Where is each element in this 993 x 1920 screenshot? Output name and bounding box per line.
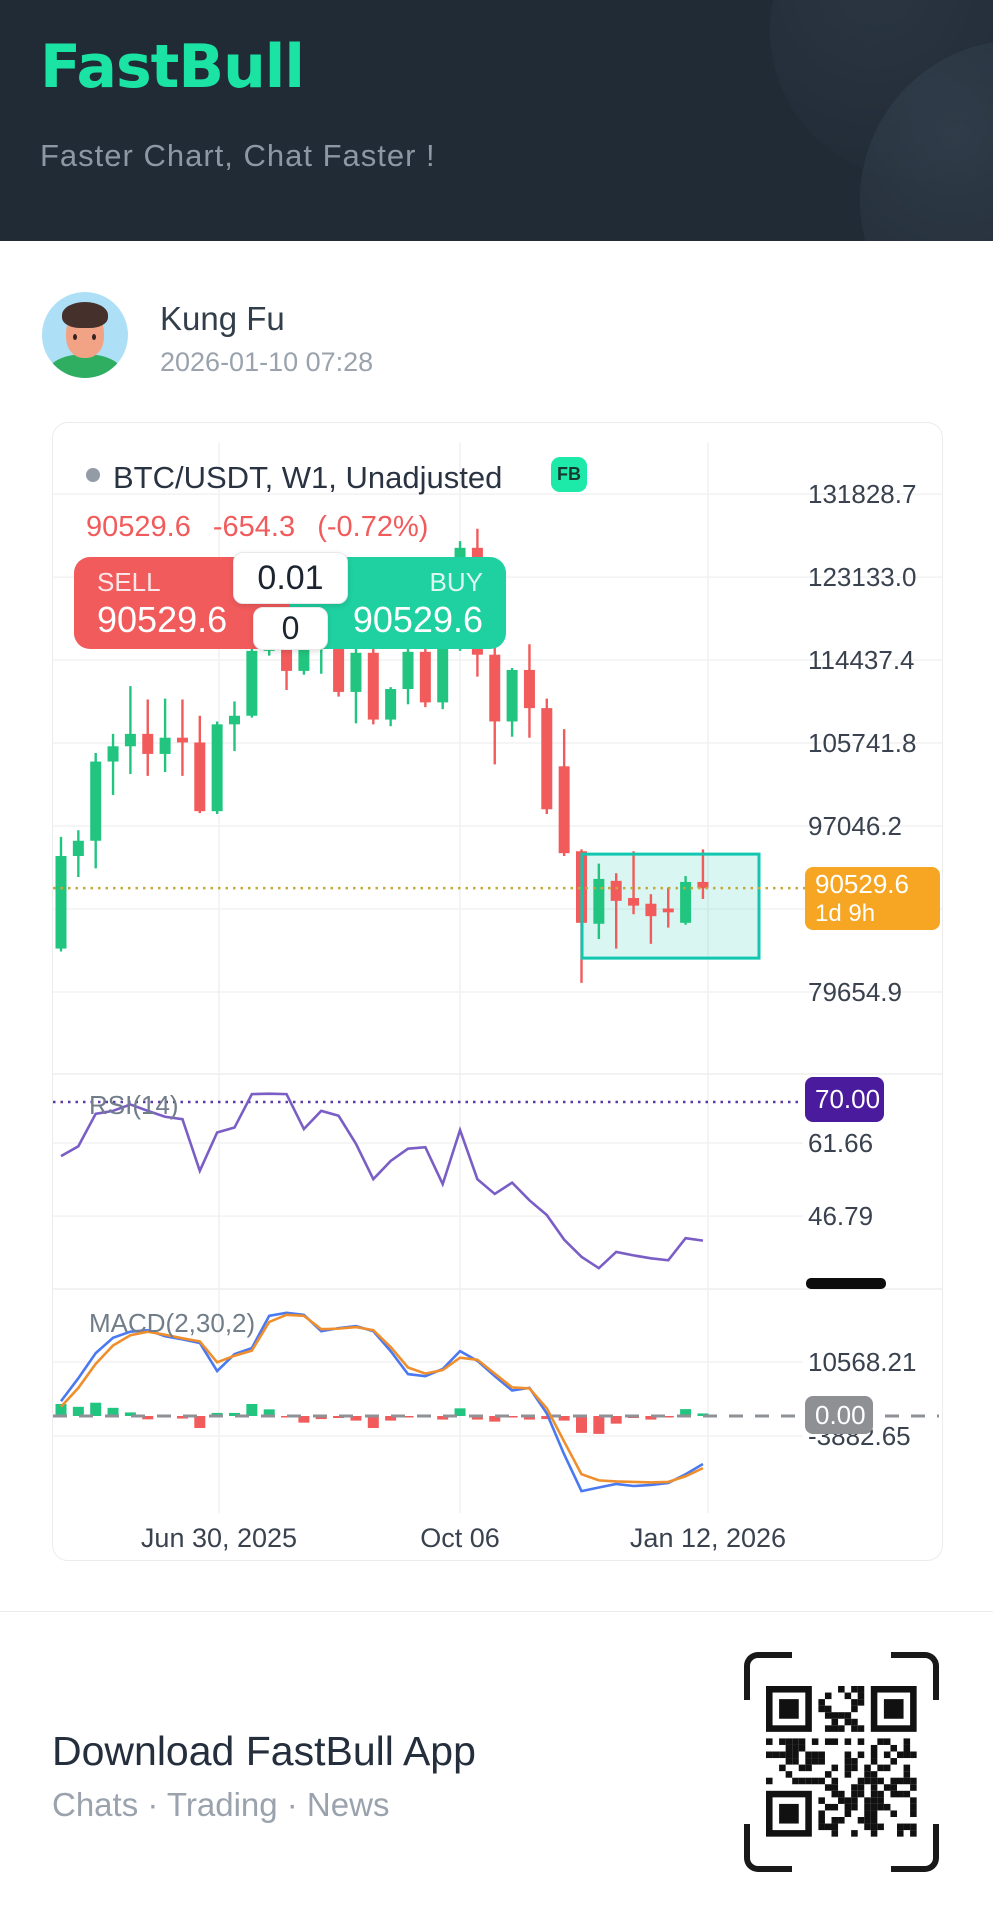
price-row: 90529.6 -654.3 (-0.72%) bbox=[86, 511, 442, 544]
avatar-eye bbox=[73, 334, 77, 340]
sell-price: 90529.6 bbox=[97, 599, 228, 640]
price-axis-label: 131828.7 bbox=[808, 479, 917, 510]
author-name: Kung Fu bbox=[160, 300, 285, 337]
date-axis-label: Jan 12, 2026 bbox=[629, 1523, 787, 1553]
rsi-axis-label: 61.66 bbox=[808, 1127, 874, 1158]
qr-bracket-icon bbox=[891, 1824, 939, 1872]
buy-label: BUY bbox=[429, 567, 483, 597]
price-axis-label: 114437.4 bbox=[808, 645, 915, 676]
macd-line bbox=[59, 1311, 704, 1493]
avatar-shirt bbox=[48, 354, 122, 378]
post-timestamp: 2026-01-10 07:28 bbox=[160, 347, 374, 377]
avatar bbox=[42, 292, 128, 378]
qr-bracket-icon bbox=[891, 1652, 939, 1700]
download-title: Download FastBull App bbox=[52, 1728, 476, 1774]
avatar-hair bbox=[62, 302, 108, 328]
header-tagline: Faster Chart, Chat Faster ! bbox=[40, 138, 436, 173]
rsi-axis-label: 46.79 bbox=[808, 1201, 874, 1232]
symbol-status-dot bbox=[86, 468, 100, 482]
qr-code bbox=[744, 1652, 939, 1872]
macd-histogram bbox=[55, 1402, 709, 1434]
qr-pattern bbox=[766, 1686, 917, 1837]
buy-price: 90529.6 bbox=[352, 599, 483, 640]
footer-divider bbox=[0, 1611, 993, 1612]
current-price-badge-price: 90529.6 bbox=[815, 868, 909, 899]
sell-label: SELL bbox=[97, 567, 161, 597]
chart-canvas[interactable] bbox=[53, 423, 942, 1560]
macd-pane-label: MACD(2,30,2) bbox=[89, 1308, 256, 1338]
rsi-line bbox=[60, 1092, 704, 1270]
qr-bracket-icon bbox=[744, 1652, 792, 1700]
price-axis-label: 123133.0 bbox=[808, 562, 917, 593]
fb-watermark-badge: FB bbox=[551, 457, 587, 492]
rsi-value-badge-clipped bbox=[806, 1278, 886, 1289]
amount-input[interactable]: 0.01 bbox=[233, 552, 348, 604]
rsi-overbought-badge: 70.00 bbox=[805, 1077, 884, 1122]
current-price-badge: 90529.6 1d 9h bbox=[805, 867, 940, 930]
rsi-pane-label: RSI(14) bbox=[89, 1090, 179, 1120]
date-axis-label: Oct 06 bbox=[420, 1523, 500, 1553]
current-price-badge-countdown: 1d 9h bbox=[815, 899, 876, 927]
last-price: 90529.6 bbox=[86, 511, 191, 543]
macd-zero-badge: 0.00 bbox=[805, 1396, 873, 1434]
price-change: -654.3 bbox=[212, 511, 296, 543]
signal-line bbox=[60, 1313, 704, 1484]
macd-axis-label: 10568.21 bbox=[808, 1346, 917, 1377]
qr-bracket-icon bbox=[744, 1824, 792, 1872]
download-subtitle: Chats · Trading · News bbox=[52, 1786, 390, 1823]
chart-title: BTC/USDT, W1, Unadjusted bbox=[113, 460, 503, 495]
date-axis-label: Jun 30, 2025 bbox=[140, 1523, 298, 1553]
price-axis-label: 97046.2 bbox=[808, 811, 902, 841]
lots-input[interactable]: 0 bbox=[253, 607, 328, 650]
price-axis-label: 105741.8 bbox=[808, 728, 917, 759]
chart-card: BTC/USDT, W1, Unadjusted FB 90529.6 -654… bbox=[52, 422, 943, 1561]
fastbull-logo: FastBull bbox=[40, 32, 305, 102]
price-axis-label: 79654.9 bbox=[808, 976, 902, 1007]
price-change-pct: (-0.72%) bbox=[317, 511, 429, 543]
app-header: FastBull Faster Chart, Chat Faster ! bbox=[0, 0, 993, 241]
avatar-eye bbox=[92, 334, 96, 340]
